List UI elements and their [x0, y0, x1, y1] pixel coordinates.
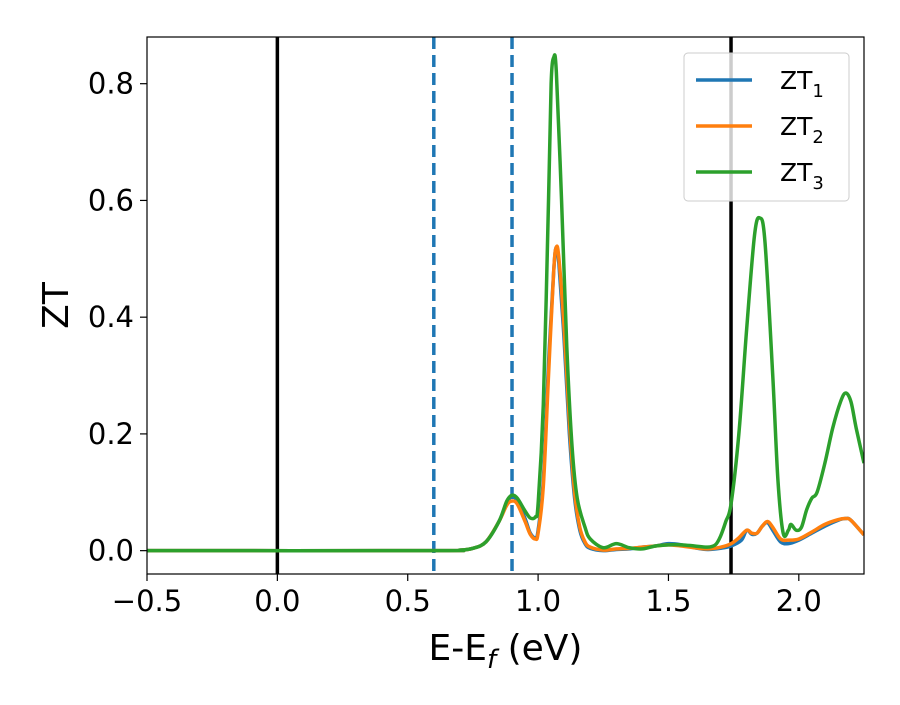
legend-label-zt2: ZT2 — [780, 112, 824, 148]
x-tick-label: 0.5 — [385, 584, 431, 618]
x-axis-label: E-Ef (eV) — [429, 628, 583, 675]
y-tick-label: 0.8 — [88, 67, 134, 101]
legend: ZT1 ZT2 ZT3 — [683, 52, 850, 202]
x-axis: −0.5 0.0 0.5 1.0 1.5 2.0 — [112, 574, 822, 618]
x-tick-label: 2.0 — [776, 584, 822, 618]
legend-label-zt3: ZT3 — [780, 158, 824, 194]
y-tick-label: 0.4 — [88, 300, 134, 334]
x-tick-label: 1.0 — [515, 584, 561, 618]
reference-lines — [275, 37, 733, 574]
legend-box — [683, 52, 850, 202]
y-axis-label: ZT — [36, 281, 77, 329]
y-tick-label: 0.0 — [88, 534, 134, 568]
series-line-zt2 — [147, 244, 864, 553]
y-tick-label: 0.6 — [88, 183, 134, 217]
x-tick-label: −0.5 — [112, 584, 182, 618]
plot-frame — [146, 36, 865, 575]
x-tick-label: 0.0 — [254, 584, 300, 618]
legend-label-zt1: ZT1 — [780, 66, 824, 102]
x-tick-label: 1.5 — [645, 584, 691, 618]
y-axis: 0.0 0.2 0.4 0.6 0.8 — [88, 67, 147, 568]
series-lines — [147, 53, 864, 553]
y-tick-label: 0.2 — [88, 417, 134, 451]
series-line-zt3 — [147, 53, 864, 553]
